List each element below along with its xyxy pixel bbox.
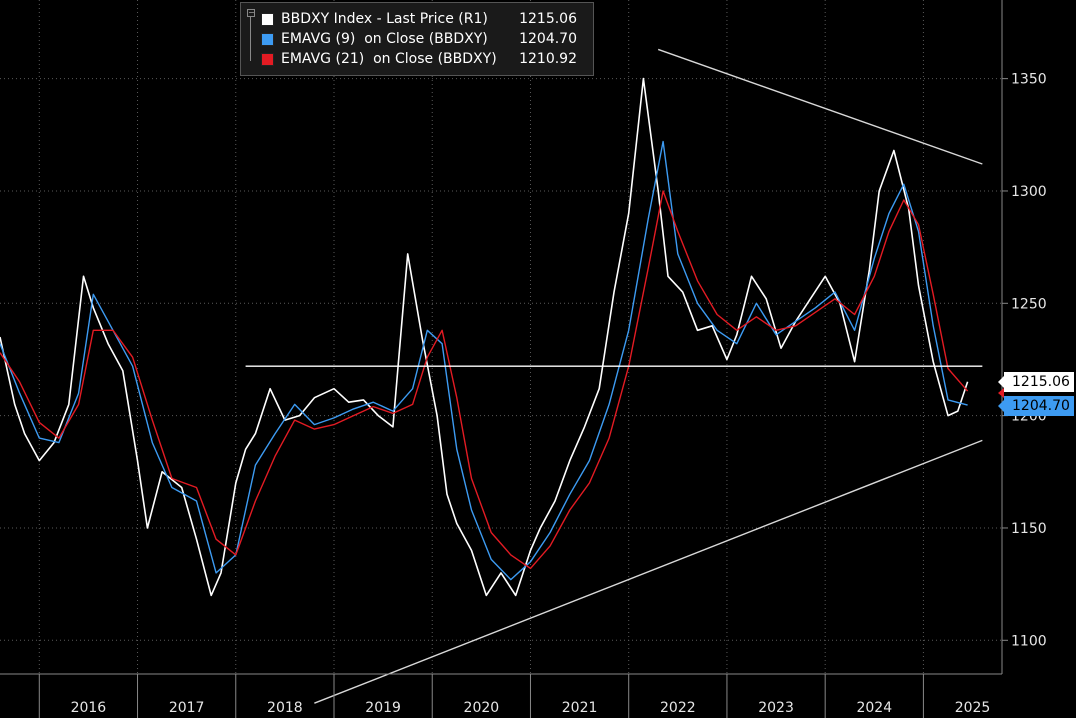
price-tag-pointers — [998, 372, 1008, 416]
last-price-pointer — [998, 372, 1008, 392]
legend-swatch-red — [261, 52, 274, 66]
x-tick-label: 2022 — [660, 700, 696, 716]
series-line-ema9 — [0, 140, 968, 581]
legend-value: 1204.70 — [519, 31, 577, 47]
x-tick-label: 2016 — [71, 700, 107, 716]
y-tick-label: 1100 — [1011, 633, 1047, 649]
legend-item-last-price[interactable]: BBDXY Index - Last Price (R1) 1215.06 — [261, 9, 585, 29]
legend-value: 1215.06 — [519, 11, 577, 27]
last-price-tag: 1215.06 — [1004, 372, 1074, 392]
legend-label: EMAVG (21) on Close (BBDXY) — [281, 51, 497, 67]
ema21-pointer — [998, 388, 1004, 398]
x-tick-label: 2020 — [464, 700, 500, 716]
trend-line — [314, 439, 983, 704]
x-tick-label: 2021 — [562, 700, 598, 716]
ema9-pointer — [998, 396, 1008, 416]
y-tick-label: 1350 — [1011, 72, 1047, 88]
y-tick-label: 1250 — [1011, 296, 1047, 312]
x-tick-label: 2018 — [267, 700, 303, 716]
legend-swatch-white — [261, 12, 274, 26]
legend-swatch-blue — [261, 32, 274, 46]
x-tick-label: 2025 — [955, 700, 991, 716]
legend-item-ema9[interactable]: EMAVG (9) on Close (BBDXY) 1204.70 — [261, 29, 585, 49]
grid-lines — [0, 0, 1002, 674]
legend-label: EMAVG (9) on Close (BBDXY) — [281, 31, 488, 47]
chart-legend: − BBDXY Index - Last Price (R1) 1215.06 … — [240, 2, 594, 76]
x-tick-label: 2024 — [856, 700, 892, 716]
legend-collapse-icon[interactable]: − — [247, 8, 255, 17]
x-tick-label: 2023 — [758, 700, 794, 716]
series-layer — [0, 77, 969, 597]
annotation-layer — [245, 48, 983, 704]
series-line-last-price — [0, 77, 969, 597]
x-axis-ticks: 2016 2017 2018 2019 2020 2021 2022 2023 2024 2025 — [38, 674, 991, 718]
y-tick-label: 1300 — [1011, 184, 1047, 200]
x-tick-label: 2017 — [169, 700, 205, 716]
x-tick-label: 2019 — [365, 700, 401, 716]
legend-label: BBDXY Index - Last Price (R1) — [281, 11, 488, 27]
trend-line — [657, 48, 983, 165]
legend-tree-connector — [250, 13, 258, 61]
legend-item-ema21[interactable]: EMAVG (21) on Close (BBDXY) 1210.92 — [261, 49, 585, 69]
ema9-price-tag: 1204.70 — [1004, 396, 1074, 416]
y-tick-label: 1150 — [1011, 521, 1047, 537]
series-line-ema21 — [0, 190, 969, 570]
legend-value: 1210.92 — [519, 51, 577, 67]
